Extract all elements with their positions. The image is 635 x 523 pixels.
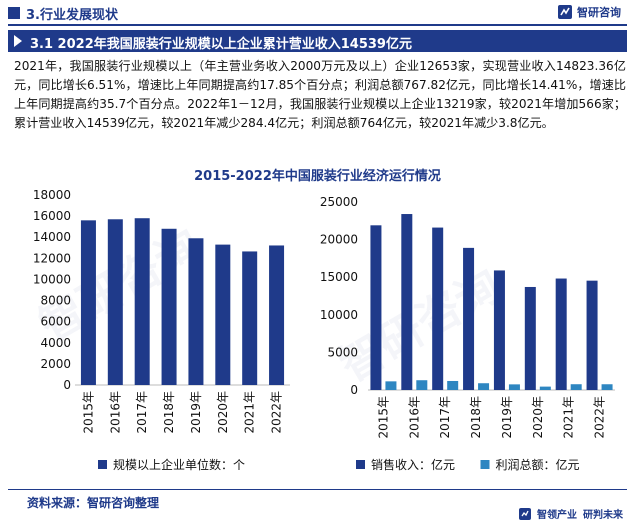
chart1-bar-s0-0: [370, 225, 382, 390]
chart0-bar-1: [107, 219, 123, 385]
chart1-ytick-3: 15000: [320, 270, 358, 284]
chart1-ytick-2: 10000: [320, 308, 358, 322]
slogan-logo-icon: [519, 507, 531, 520]
chart0-xtick-4: 2019年: [189, 391, 203, 434]
chart1-bar-s1-3: [478, 383, 490, 390]
brand-name: 智研咨询: [577, 6, 621, 19]
chart0-bar-0: [80, 220, 96, 385]
chart0-ytick-9: 18000: [33, 188, 71, 202]
chart1-ytick-1: 5000: [327, 345, 358, 359]
chart1-bar-s1-0: [385, 381, 397, 390]
chart0-ytick-7: 14000: [33, 230, 71, 244]
chart1-ytick-5: 25000: [320, 195, 358, 209]
chart1-legend-label-0: 销售收入：亿元: [371, 457, 455, 472]
chart1-bar-s0-5: [524, 286, 536, 390]
chart0-ytick-4: 8000: [40, 294, 71, 308]
chart1-bar-s1-4: [508, 384, 520, 390]
section-heading: 3.行业发展现状: [26, 8, 118, 23]
chart1-bar-s1-5: [539, 386, 551, 390]
chart0-ytick-1: 2000: [40, 357, 71, 371]
chart1-xtick-1: 2016年: [407, 396, 421, 439]
title-arrow-icon: [14, 35, 22, 47]
brand-logo-icon: [558, 5, 572, 19]
brand-logo: 智研咨询: [557, 3, 621, 21]
chart1-xtick-7: 2022年: [593, 396, 607, 439]
footer-divider: [8, 489, 627, 490]
source-note: 资料来源：智研咨询整理: [27, 496, 160, 510]
section-marker-icon: [8, 7, 20, 19]
chart0-ytick-5: 10000: [33, 272, 71, 286]
chart-title: 2015-2022年中国服装行业经济运行情况: [194, 169, 441, 184]
chart0-bar-6: [242, 251, 258, 385]
top-bar: 3.行业发展现状 智研咨询: [0, 0, 635, 26]
chart0-xtick-1: 2016年: [108, 391, 122, 434]
chart1-legend-swatch-0: [356, 460, 365, 469]
chart0-bar-4: [188, 238, 204, 385]
chart1-bar-s1-1: [416, 380, 428, 390]
chart1-xtick-5: 2020年: [531, 396, 545, 439]
chart0-xtick-0: 2015年: [81, 391, 95, 434]
chart0-ytick-8: 16000: [33, 209, 71, 223]
chart0-xtick-2: 2017年: [135, 391, 149, 434]
slogan-1: 智领产业: [537, 510, 577, 521]
chart1-xtick-4: 2019年: [500, 396, 514, 439]
chart0-bar-2: [134, 218, 150, 385]
chart1-legend-label-1: 利润总额：亿元: [496, 457, 580, 472]
chart1-bar-s0-1: [401, 214, 413, 390]
chart1-bar-s0-7: [586, 280, 598, 390]
chart1-xtick-0: 2015年: [376, 396, 390, 439]
chart1-xtick-2: 2017年: [438, 396, 452, 439]
chart0-ytick-0: 0: [63, 378, 71, 392]
chart1-bar-s1-2: [447, 380, 459, 390]
chart0-xtick-7: 2022年: [270, 391, 284, 434]
chart1-ytick-0: 0: [350, 383, 358, 397]
chart0-bar-7: [269, 245, 285, 385]
chart0-bar-3: [161, 228, 177, 385]
slogan-2: 研判未来: [583, 510, 623, 521]
chart0-legend-swatch-0: [98, 460, 107, 469]
chart1-ytick-4: 20000: [320, 233, 358, 247]
chart0-ytick-6: 12000: [33, 251, 71, 265]
chart1-bar-s0-2: [432, 227, 444, 390]
summary-paragraph: 2021年，我国服装行业规模以上（年主营业务收入2000万元及以上）企业1265…: [14, 59, 626, 130]
footer-slogan: 智领产业 研判未来: [519, 506, 623, 521]
chart0-legend-label-0: 规模以上企业单位数：个: [113, 457, 245, 472]
chart0-xtick-6: 2021年: [243, 391, 257, 434]
chart1-legend-swatch-1: [480, 460, 490, 469]
chart1-bar-s0-6: [555, 278, 567, 390]
chart1-bar-s1-6: [570, 384, 582, 390]
chart1-bar-s0-3: [463, 247, 475, 390]
page-title: 3.1 2022年我国服装行业规模以上企业累计营业收入14539亿元: [30, 37, 412, 52]
title-bar: 3.1 2022年我国服装行业规模以上企业累计营业收入14539亿元: [8, 30, 627, 52]
chart0-xtick-5: 2020年: [216, 391, 230, 434]
chart1-xtick-6: 2021年: [562, 396, 576, 439]
chart0-xtick-3: 2018年: [162, 391, 176, 434]
chart1-bar-s0-4: [493, 270, 505, 390]
top-divider: [8, 24, 627, 26]
chart1-xtick-3: 2018年: [469, 396, 483, 439]
chart0-ytick-2: 4000: [40, 336, 71, 350]
chart0-bar-5: [215, 244, 231, 385]
chart0-ytick-3: 6000: [40, 315, 71, 329]
chart1-bar-s1-7: [601, 384, 613, 390]
